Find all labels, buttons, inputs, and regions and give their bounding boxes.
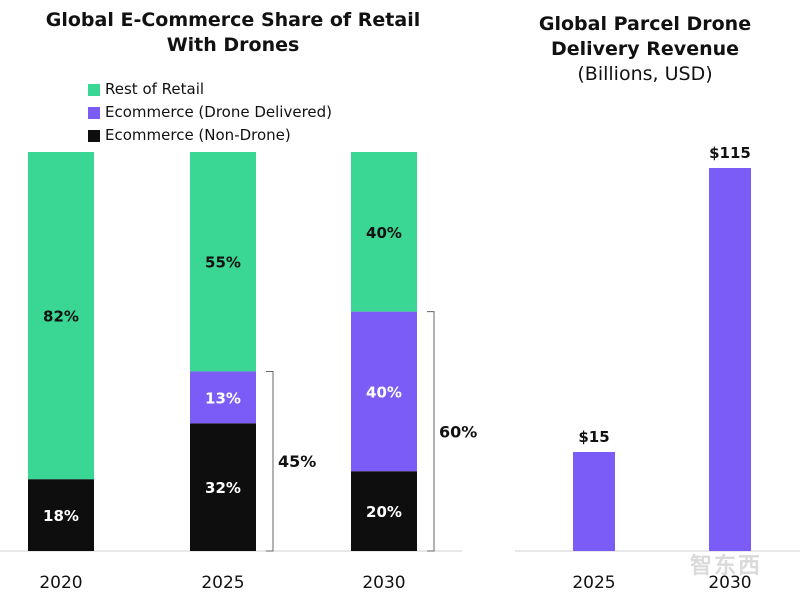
bracket: [266, 370, 274, 552]
data-label: 40%: [366, 224, 402, 242]
x-tick-label: 2025: [572, 573, 615, 593]
legend-label: Rest of Retail: [105, 80, 205, 98]
bar-segment-nondrone: [351, 471, 417, 551]
data-label: $115: [709, 144, 751, 162]
title-line: With Drones: [166, 34, 300, 56]
bracket: [427, 311, 435, 552]
legend: Rest of Retail Ecommerce (Drone Delivere…: [88, 78, 332, 147]
data-label: 82%: [43, 308, 79, 326]
data-label: 40%: [366, 383, 402, 401]
data-label: 13%: [205, 389, 241, 407]
right-chart-title: Global Parcel Drone Delivery Revenue (Bi…: [520, 12, 770, 87]
bar-segment-drone: [351, 311, 417, 472]
legend-label: Ecommerce (Non-Drone): [105, 126, 291, 144]
bracket-label: 45%: [278, 452, 316, 471]
data-label: 20%: [366, 503, 402, 521]
bracket-label: 60%: [439, 422, 477, 441]
subtitle: (Billions, USD): [577, 63, 713, 85]
x-tick-label: 2020: [39, 573, 82, 593]
revenue-bar: [709, 168, 751, 551]
bar-segment-rest: [28, 152, 94, 480]
title-line: Global Parcel Drone: [538, 13, 752, 35]
title-line: Global E-Commerce Share of Retail: [45, 9, 421, 31]
data-label: $15: [578, 428, 609, 446]
left-chart-title: Global E-Commerce Share of Retail With D…: [0, 8, 466, 58]
legend-swatch: [88, 129, 100, 142]
bar-segment-nondrone: [190, 423, 256, 551]
legend-swatch: [88, 83, 100, 96]
title-line: Delivery Revenue: [550, 38, 740, 60]
legend-item-drone: Ecommerce (Drone Delivered): [88, 101, 332, 124]
data-label: 32%: [205, 479, 241, 497]
bar-segment-drone: [190, 371, 256, 424]
bar-segment-rest: [351, 152, 417, 312]
x-tick-label: 2025: [201, 573, 244, 593]
bar-segment-rest: [190, 152, 256, 372]
x-tick-label: 2030: [362, 573, 405, 593]
data-label: 55%: [205, 254, 241, 272]
watermark: 智东西: [690, 554, 763, 579]
legend-swatch: [88, 106, 100, 119]
revenue-bar: [573, 452, 615, 551]
legend-item-rest: Rest of Retail: [88, 78, 332, 101]
bar-segment-nondrone: [28, 479, 94, 551]
legend-label: Ecommerce (Drone Delivered): [105, 103, 333, 121]
data-label: 18%: [43, 507, 79, 525]
x-tick-label: 2030: [708, 573, 751, 593]
legend-item-nondrone: Ecommerce (Non-Drone): [88, 124, 332, 147]
